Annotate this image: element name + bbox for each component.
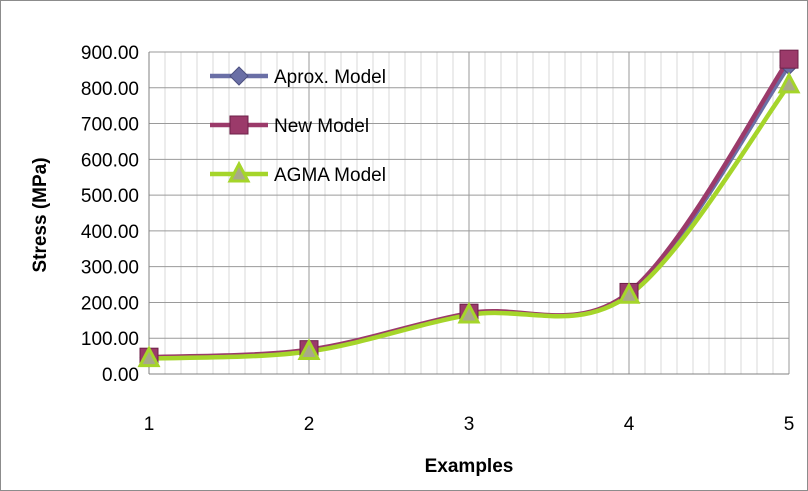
y-tick-label: 200.00 bbox=[81, 293, 139, 314]
series-markers bbox=[137, 49, 801, 368]
y-tick-label: 800.00 bbox=[81, 79, 139, 100]
y-tick-label: 600.00 bbox=[81, 150, 139, 171]
gridlines bbox=[148, 51, 790, 375]
data-point-new-model bbox=[779, 49, 799, 69]
legend-marker-aprox-model bbox=[229, 66, 249, 86]
y-tick-label: 700.00 bbox=[81, 115, 139, 136]
legend-label-aprox-model: Aprox. Model bbox=[274, 67, 386, 88]
axes bbox=[148, 52, 789, 375]
data-point-agma-model bbox=[457, 301, 481, 324]
x-tick-label: 1 bbox=[144, 414, 155, 435]
x-axis-title: Examples bbox=[425, 456, 514, 477]
data-point-agma-model bbox=[777, 71, 801, 94]
legend: Aprox. Model New Model AGMA Model bbox=[210, 66, 386, 186]
tick-labels: 0.00 100.00 200.00 300.00 400.00 500.00 600.00… bbox=[81, 43, 794, 435]
x-tick-label: 5 bbox=[784, 414, 795, 435]
series-lines bbox=[146, 56, 792, 361]
x-tick-label: 4 bbox=[624, 414, 635, 435]
legend-marker-new-model bbox=[229, 115, 249, 135]
data-point-agma-model bbox=[617, 282, 641, 304]
legend-label-agma-model: AGMA Model bbox=[274, 165, 386, 186]
y-tick-label: 500.00 bbox=[81, 186, 139, 207]
y-axis-title: Stress (MPa) bbox=[30, 157, 51, 272]
x-tick-label: 3 bbox=[464, 414, 475, 435]
y-tick-label: 100.00 bbox=[81, 329, 139, 350]
y-tick-label: 900.00 bbox=[81, 43, 139, 64]
y-tick-label: 400.00 bbox=[81, 222, 139, 243]
y-tick-label: 0.00 bbox=[102, 365, 139, 386]
legend-label-new-model: New Model bbox=[274, 116, 369, 137]
x-tick-label: 2 bbox=[304, 414, 315, 435]
series-line-agma-model bbox=[146, 82, 792, 361]
y-tick-label: 300.00 bbox=[81, 258, 139, 279]
data-point-agma-model bbox=[297, 338, 321, 360]
legend-marker-agma-model bbox=[227, 160, 251, 183]
data-point-agma-model bbox=[137, 345, 161, 368]
